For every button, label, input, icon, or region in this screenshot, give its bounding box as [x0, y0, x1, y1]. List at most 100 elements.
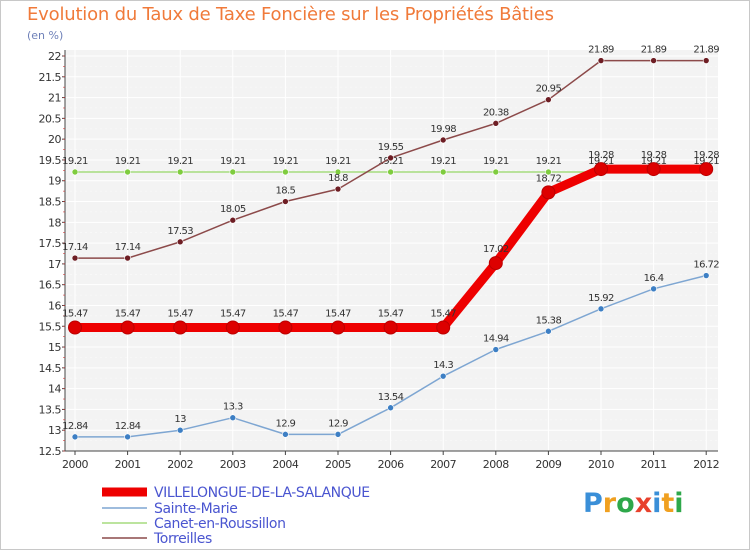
- data-point: [176, 426, 184, 434]
- proxiti-logo: Proxiti: [583, 488, 684, 519]
- x-tick-label: 2008: [483, 458, 509, 471]
- data-label: 15.47: [378, 309, 404, 320]
- data-point: [488, 256, 503, 271]
- x-tick-label: 2007: [430, 458, 456, 471]
- x-tick-label: 2000: [62, 458, 88, 471]
- data-point: [702, 272, 710, 279]
- data-label: 19.21: [220, 156, 246, 167]
- y-tick-label: 15.5: [39, 320, 62, 333]
- data-point: [699, 162, 714, 177]
- y-tick-label: 14: [48, 383, 61, 396]
- data-point: [124, 433, 131, 441]
- x-tick-label: 2005: [325, 458, 351, 471]
- data-point: [282, 198, 289, 205]
- y-tick-label: 13.5: [39, 403, 62, 416]
- logo-letter: i: [674, 488, 684, 519]
- legend-label: Canet-en-Roussillon: [154, 516, 286, 532]
- data-label: 19.21: [378, 156, 404, 167]
- data-point: [383, 320, 398, 335]
- data-label: 15.47: [430, 309, 456, 320]
- data-point: [492, 346, 500, 353]
- data-point: [545, 327, 552, 335]
- y-tick-label: 14.5: [39, 362, 62, 375]
- logo-letter: r: [602, 488, 617, 519]
- data-label: 19.21: [115, 156, 141, 167]
- data-label: 19.21: [536, 156, 562, 167]
- chart-title: Evolution du Taux de Taxe Foncière sur l…: [27, 4, 554, 25]
- data-point: [124, 168, 131, 176]
- data-point: [594, 162, 608, 177]
- data-point: [492, 168, 500, 176]
- data-point: [229, 216, 237, 224]
- data-point: [176, 168, 184, 176]
- data-label: 19.28: [641, 150, 667, 161]
- data-label: 15.47: [167, 309, 193, 320]
- data-label: 19.21: [325, 156, 351, 167]
- data-point: [68, 320, 82, 335]
- data-label: 15.47: [273, 309, 299, 320]
- x-tick-label: 2012: [693, 458, 719, 471]
- data-label: 14.3: [433, 360, 453, 371]
- legend-label: Sainte-Marie: [154, 501, 238, 517]
- x-tick-label: 2010: [588, 458, 614, 471]
- data-point: [545, 96, 552, 103]
- data-point: [176, 238, 184, 246]
- data-label: 19.21: [273, 156, 299, 167]
- data-point: [334, 185, 342, 193]
- data-point: [702, 57, 710, 64]
- data-point: [436, 320, 451, 335]
- y-tick-label: 19: [48, 175, 61, 188]
- data-label: 18.05: [220, 204, 246, 215]
- data-point: [229, 414, 237, 422]
- data-label: 20.38: [483, 107, 509, 118]
- plot-area: [65, 50, 718, 451]
- data-label: 19.98: [430, 124, 456, 135]
- data-label: 17.02: [483, 244, 509, 255]
- y-tick-label: 18: [48, 216, 61, 229]
- data-point: [173, 320, 188, 335]
- x-tick-label: 2003: [220, 458, 246, 471]
- data-label: 21.89: [588, 45, 614, 56]
- data-label: 17.14: [62, 242, 88, 253]
- y-tick-label: 16.5: [39, 279, 62, 292]
- data-point: [124, 254, 131, 262]
- data-label: 19.28: [588, 150, 614, 161]
- data-label: 12.9: [328, 418, 348, 429]
- y-tick-label: 20.5: [39, 112, 62, 125]
- data-point: [387, 168, 394, 176]
- y-tick-label: 12.5: [39, 445, 62, 458]
- y-tick-label: 17: [48, 258, 61, 271]
- data-label: 20.95: [536, 84, 562, 95]
- y-tick-label: 13: [48, 424, 61, 437]
- data-label: 12.84: [115, 421, 141, 432]
- data-point: [650, 57, 657, 64]
- data-label: 15.47: [62, 309, 88, 320]
- x-tick-label: 2006: [378, 458, 404, 471]
- logo-letter: x: [634, 488, 653, 519]
- data-label: 19.55: [378, 142, 404, 153]
- data-label: 12.84: [62, 421, 88, 432]
- data-point: [545, 168, 552, 176]
- data-point: [334, 168, 342, 176]
- y-tick-label: 19.5: [39, 154, 62, 167]
- data-label: 21.89: [693, 45, 719, 56]
- logo-letter: t: [661, 488, 675, 519]
- y-tick-label: 17.5: [39, 237, 62, 250]
- data-label: 19.21: [588, 156, 614, 167]
- data-label: 13: [174, 414, 186, 425]
- y-tick-label: 18.5: [39, 196, 62, 209]
- data-point: [71, 168, 79, 176]
- data-label: 19.21: [483, 156, 509, 167]
- data-label: 18.8: [328, 173, 348, 184]
- data-label: 18.5: [275, 186, 295, 197]
- y-unit-label: (en %): [27, 29, 64, 42]
- legend-label: VILLELONGUE-DE-LA-SALANQUE: [154, 485, 370, 501]
- x-tick-label: 2004: [272, 458, 298, 471]
- data-label: 21.89: [641, 45, 667, 56]
- data-label: 16.72: [693, 260, 719, 271]
- data-label: 18.72: [536, 173, 562, 184]
- data-point: [282, 168, 289, 176]
- data-point: [71, 433, 79, 441]
- data-point: [120, 320, 135, 335]
- data-label: 14.94: [483, 334, 509, 345]
